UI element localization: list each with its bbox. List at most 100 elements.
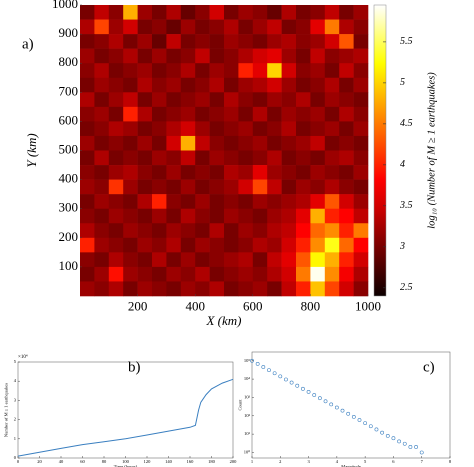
heat-cell [238,252,254,268]
heat-cell [238,48,254,64]
heat-cell [152,165,167,180]
y-axis-label: Count [237,399,242,411]
heat-cell [80,19,95,35]
heat-cell [209,135,225,151]
heat-cell [238,237,254,253]
y-axis-label: Y (km) [24,133,39,167]
heat-cell [166,237,182,253]
heat-cell [94,19,110,35]
heat-cell [224,150,239,166]
heat-cell [166,106,182,122]
heat-cell [180,121,196,137]
heat-cell [267,194,282,209]
y-tick-label: 200 [59,229,79,244]
heat-cell [324,194,340,209]
heat-cell [137,34,153,49]
heat-cell [296,223,311,239]
heat-cell [180,237,196,253]
heat-cell [137,5,153,20]
heat-cell [324,223,340,239]
heat-cell [195,165,210,180]
heat-cell [180,194,196,209]
y-tick-label: 900 [59,25,79,40]
heat-cell [94,92,110,108]
heat-cell [180,150,196,166]
heat-cell [252,48,268,64]
heat-cell [310,135,326,151]
heat-cell [166,121,182,137]
scatter-point [301,386,305,391]
heat-cell [166,281,182,297]
heat-cell [108,165,124,180]
heat-cell [180,223,196,239]
heat-cell [152,77,167,93]
heat-cell [108,194,124,209]
heat-cell [108,266,124,282]
scatter-point [272,371,277,376]
heat-cell [281,48,297,64]
heat-cell [94,63,110,79]
y-multiplier: ×10⁴ [18,354,28,360]
heat-cell [108,48,124,64]
heat-cell [108,179,124,195]
heat-cell [195,266,210,282]
scatter-point [414,445,418,449]
y-tick-label: 10² [244,413,251,418]
heat-cell [238,106,254,122]
heat-cell [80,150,95,166]
heat-cell [209,208,225,224]
heat-cell [137,179,153,195]
heat-cell [281,135,297,151]
y-tick-label: 400 [59,171,79,186]
heat-cell [137,121,153,137]
heat-cell [166,194,182,209]
heat-cell [310,252,326,268]
heat-cell [108,208,124,224]
heat-cell [353,252,369,268]
heat-cell [108,121,124,137]
heat-cell [339,106,354,122]
heat-cell [281,34,297,49]
x-tick-label: 2 [279,459,281,464]
heat-cell [137,237,153,253]
heat-cell [108,252,124,268]
heat-cell [152,237,167,253]
heat-cell [281,150,297,166]
heat-cell [123,223,138,239]
heat-cell [94,77,110,93]
heat-cell [252,34,268,49]
heat-cell [166,252,182,268]
heat-cell [94,252,110,268]
heat-cell [209,194,225,209]
heat-cell [310,121,326,137]
heat-cell [353,179,369,195]
heat-cell [123,150,138,166]
x-tick-label: 5 [364,459,367,464]
panel-label: c) [423,359,435,375]
heat-cell [166,179,182,195]
heat-cell [123,5,138,20]
heat-cell [353,92,369,108]
heat-cell [296,266,311,282]
heat-cell [324,179,340,195]
heat-cell [80,92,95,108]
y-tick-label: 1000 [52,0,78,11]
heat-cell [94,165,110,180]
heat-cell [324,77,340,93]
heat-cell [180,34,196,49]
heat-cell [353,237,369,253]
heat-cell [195,237,210,253]
heat-cell [195,281,210,297]
heat-cell [108,5,124,20]
heat-cell [180,252,196,268]
heat-cell [353,5,369,20]
heat-cell [238,63,254,79]
heat-cell [108,237,124,253]
heat-cell [353,194,369,209]
heat-cell [209,266,225,282]
heat-cell [209,77,225,93]
heat-cell [281,237,297,253]
x-tick-label: 3 [307,459,310,464]
heat-cell [281,208,297,224]
heat-cell [281,92,297,108]
